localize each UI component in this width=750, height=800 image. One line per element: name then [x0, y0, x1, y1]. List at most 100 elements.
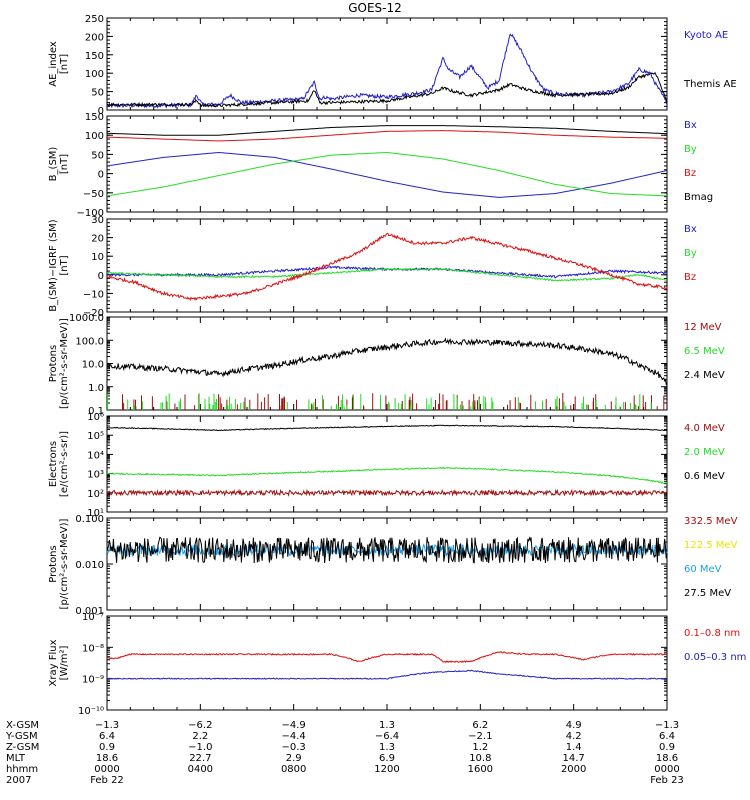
xaxis-value: −1.3	[95, 720, 119, 731]
ylabel-line: [W/m²]	[59, 645, 70, 680]
ytick-label-ae-index: 250	[85, 14, 104, 25]
xaxis-value: 0.9	[99, 742, 115, 753]
panel-frame-b-sm	[106, 115, 668, 213]
series-line-b-sm	[107, 130, 667, 142]
ylabel-line: Protons	[48, 545, 59, 582]
xaxis-value: 6.2	[472, 720, 488, 731]
ylabel-line: [e/(cm²-s-sr)]	[59, 431, 70, 497]
ytick-label-protons-low: 1.0	[88, 383, 104, 394]
ytick-label-electrons: 10⁵	[87, 431, 104, 442]
ytick-label-ae-index: 200	[85, 32, 104, 43]
panel-frame-xray	[106, 615, 668, 711]
ytick-label-ae-index: 50	[91, 88, 104, 99]
xaxis-value: 1.3	[379, 720, 395, 731]
series-line-xray	[106, 669, 668, 680]
legend-xray: 0.05–0.3 nm	[684, 652, 746, 663]
series-line-b-sm	[106, 151, 668, 198]
series-line-protons-low	[107, 393, 652, 410]
figure-title: GOES-12	[348, 1, 402, 15]
legend-electrons: 0.6 MeV	[684, 471, 725, 482]
legend-electrons: 4.0 MeV	[684, 423, 725, 434]
xaxis-value: −0.3	[282, 742, 306, 753]
legend-protons-high: 332.5 MeV	[684, 516, 738, 527]
legend-b-sm: By	[684, 144, 697, 155]
series-line-b-igrf	[106, 232, 668, 302]
panel-frame-protons-low	[106, 316, 668, 411]
panel-frame-electrons	[106, 415, 668, 513]
ytick-label-ae-index: 150	[85, 51, 104, 62]
xaxis-value: 18.6	[96, 753, 118, 764]
legend-protons-high: 122.5 MeV	[684, 540, 738, 551]
xaxis-row-label: MLT	[6, 753, 26, 764]
xaxis-value: 18.6	[656, 753, 678, 764]
series-line-xray	[107, 651, 668, 664]
ylabel-line: Protons	[48, 345, 59, 382]
xaxis-row-label: X-GSM	[6, 720, 39, 731]
xaxis-value: 1.3	[379, 742, 395, 753]
ylabel-b-sm: B_(SM) [nT]	[48, 147, 70, 182]
panel-frame-protons-high	[106, 517, 668, 611]
xaxis-value: 14.7	[563, 753, 585, 764]
ylabel-line: B_(SM)	[48, 147, 59, 182]
xaxis-value: 0000	[654, 764, 679, 775]
xaxis-row-label: hhmm	[6, 764, 38, 775]
ytick-label-protons-low: 0.1	[88, 406, 104, 417]
legend-b-sm: Bx	[684, 120, 697, 131]
ytick-label-b-igrf: −20	[83, 308, 104, 319]
series-line-b-igrf	[106, 267, 668, 282]
ytick-label-electrons: 10³	[87, 470, 104, 481]
ytick-label-b-sm: 50	[91, 150, 104, 161]
ytick-label-electrons: 10²	[87, 489, 104, 500]
xaxis-value: 10.8	[469, 753, 491, 764]
ylabel-line: [nT]	[59, 255, 70, 275]
xaxis-value: 6.9	[379, 753, 395, 764]
ylabel-ae-index: AE_index [nT]	[48, 41, 70, 87]
ytick-label-b-igrf: 20	[91, 234, 104, 245]
ytick-label-b-sm: −50	[83, 189, 104, 200]
legend-b-sm: Bz	[684, 168, 696, 179]
xaxis-value: 6.4	[659, 731, 675, 742]
legend-b-igrf: Bz	[684, 272, 696, 283]
ylabel-line: B_(SM)−IGRF (SM)	[48, 219, 59, 311]
xaxis-value: 4.9	[566, 720, 582, 731]
xaxis-value: Feb 22	[90, 775, 124, 786]
series-line-electrons	[106, 488, 668, 497]
legend-ae-index: Kyoto AE	[684, 30, 728, 41]
ytick-label-electrons: 10¹	[87, 508, 104, 519]
ytick-label-protons-low: 1000.0	[69, 313, 104, 324]
xaxis-value: −2.1	[468, 731, 492, 742]
ytick-label-b-sm: −100	[77, 208, 104, 219]
xaxis-value: −1.0	[188, 742, 212, 753]
legend-ae-index: Themis AE	[683, 79, 737, 90]
ytick-label-protons-low: 100.0	[75, 336, 104, 347]
series-line-ae-index	[106, 71, 668, 108]
legend-protons-low: 2.4 MeV	[684, 370, 725, 381]
ylabel-electrons: Electrons [e/(cm²-s-sr)]	[48, 431, 70, 497]
ytick-label-b-sm: 100	[85, 131, 104, 142]
xaxis-value: −6.2	[188, 720, 212, 731]
xaxis-row-label: Y-GSM	[5, 731, 38, 742]
ylabel-line: [p/(cm²-s-sr-MeV)]	[59, 518, 70, 609]
ylabel-line: AE_index	[48, 41, 59, 87]
ytick-label-protons-low: 10.0	[82, 360, 104, 371]
ytick-label-electrons: 10⁴	[87, 450, 104, 461]
series-line-electrons	[106, 424, 668, 432]
xaxis-value: 0400	[188, 764, 213, 775]
ytick-label-protons-high: 0.100	[75, 514, 104, 525]
ylabel-line: [nT]	[59, 154, 70, 174]
xaxis-value: 2.9	[286, 753, 302, 764]
ytick-label-b-igrf: 10	[91, 252, 104, 263]
xaxis-value: −4.4	[282, 731, 306, 742]
series-line-b-sm	[106, 152, 668, 197]
ytick-label-electrons: 10⁶	[87, 412, 104, 423]
ylabel-line: Electrons	[48, 441, 59, 487]
ytick-label-xray: 10⁻¹⁰	[78, 706, 104, 717]
xaxis-value: 1.2	[472, 742, 488, 753]
ylabel-b-igrf: B_(SM)−IGRF (SM) [nT]	[48, 219, 70, 311]
legend-xray: 0.1–0.8 nm	[684, 628, 740, 639]
legend-protons-high: 60 MeV	[684, 564, 722, 575]
xaxis-value: −6.4	[375, 731, 399, 742]
xaxis-value: 0800	[281, 764, 306, 775]
ylabel-line: Xray Flux	[48, 639, 59, 686]
series-line-b-sm	[107, 125, 668, 136]
